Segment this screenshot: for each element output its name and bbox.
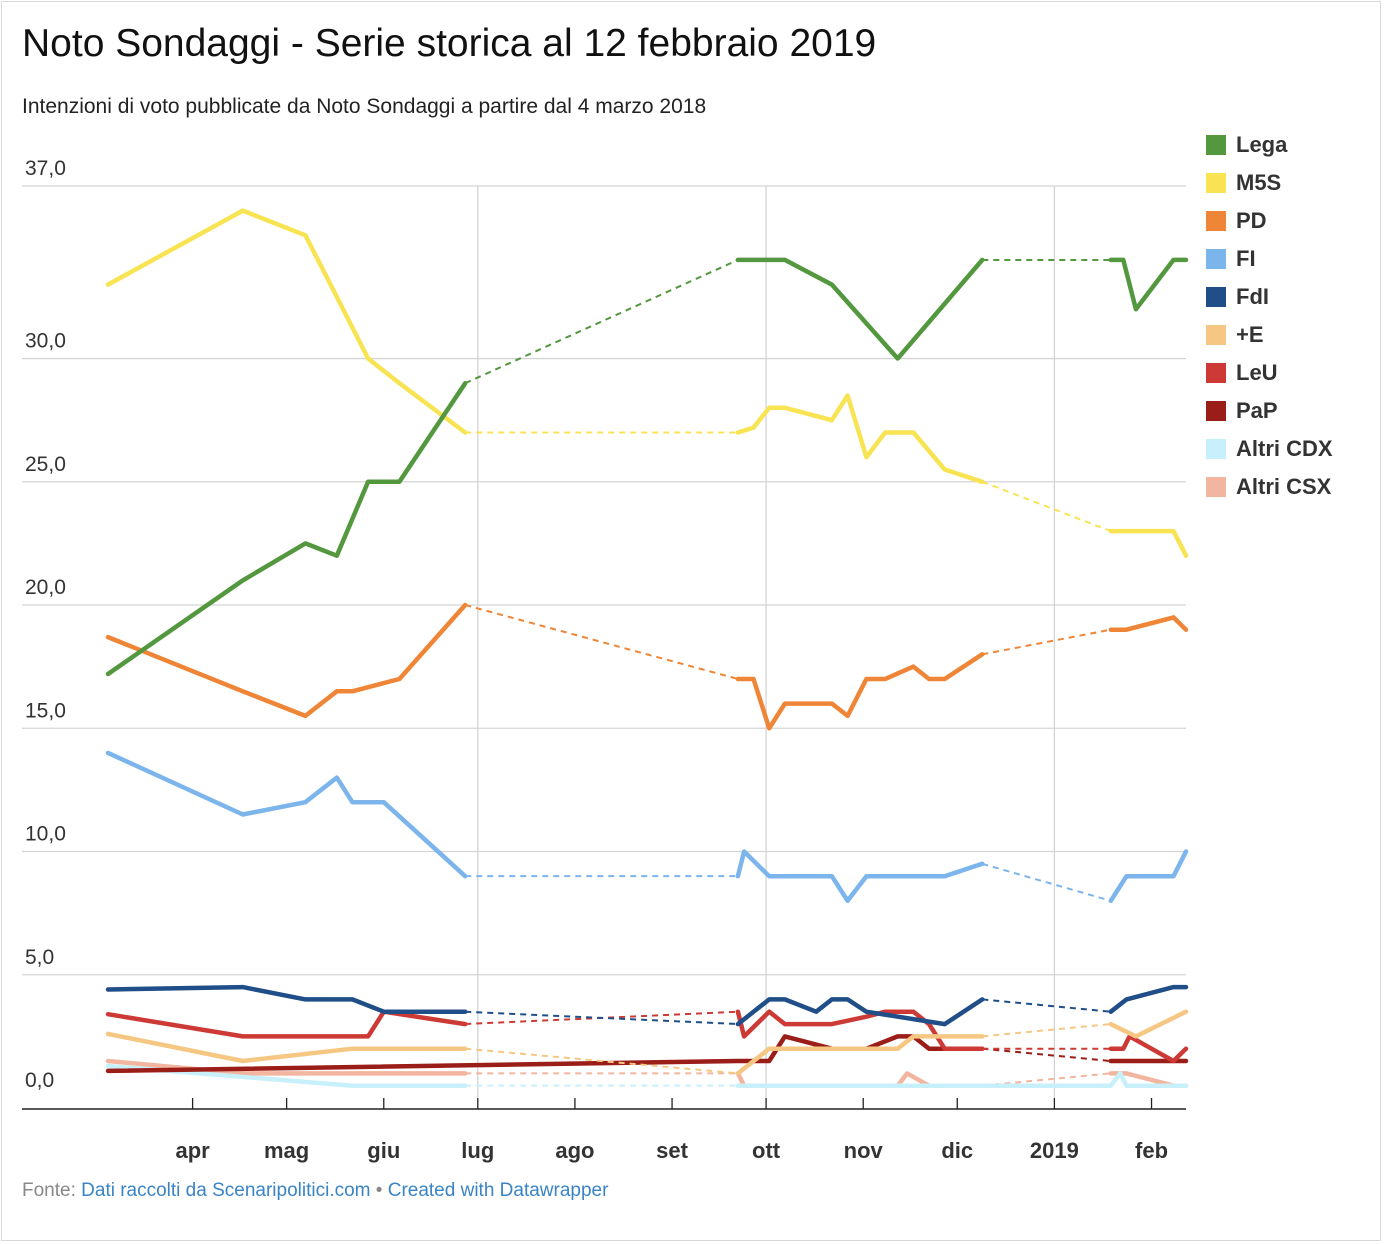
legend-label: Altri CSX xyxy=(1236,474,1332,499)
series-line--e xyxy=(1108,1009,1189,1039)
legend: Lega M5S PD FI FdI +E LeU PaP Altri CDX Altri CSX xyxy=(1206,126,1333,506)
series-line-pd xyxy=(105,602,468,719)
series-line-pd xyxy=(1108,615,1189,632)
series-gap-lega xyxy=(464,259,739,385)
series-line--e xyxy=(735,1034,985,1076)
legend-item: Altri CDX xyxy=(1206,430,1333,468)
legend-item: FI xyxy=(1206,240,1333,278)
x-tick-label: feb xyxy=(1135,1138,1168,1163)
legend-label: FdI xyxy=(1236,284,1269,309)
series-line-fi xyxy=(1108,849,1189,904)
legend-item: Altri CSX xyxy=(1206,468,1333,506)
x-tick-label: ott xyxy=(752,1138,781,1163)
legend-label: PaP xyxy=(1236,398,1278,423)
legend-label: FI xyxy=(1236,246,1256,271)
series-line-m5s xyxy=(1108,528,1189,558)
x-tick-label: ago xyxy=(555,1138,594,1163)
x-tick-label: nov xyxy=(844,1138,884,1163)
y-tick-label: 15,0 xyxy=(25,699,66,722)
series-line-pd xyxy=(735,652,985,731)
y-tick-label: 30,0 xyxy=(25,330,66,353)
series-line-leu xyxy=(105,1009,468,1039)
series-line-altri-cdx xyxy=(105,1063,468,1088)
series-line-fdi xyxy=(735,997,985,1027)
legend-swatch xyxy=(1206,363,1226,383)
series-line-fdi xyxy=(1108,984,1189,1014)
x-tick-label: lug xyxy=(461,1138,494,1163)
legend-label: Altri CDX xyxy=(1236,436,1333,461)
chart-footer: Fonte: Dati raccolti da Scenaripolitici.… xyxy=(22,1180,608,1202)
legend-item: M5S xyxy=(1206,164,1333,202)
x-tick-label: dic xyxy=(941,1138,973,1163)
legend-item: LeU xyxy=(1206,354,1333,392)
series-gap-fdi xyxy=(982,998,1111,1013)
legend-swatch xyxy=(1206,439,1226,459)
x-tick-label: giu xyxy=(367,1138,400,1163)
chart-subtitle: Intenzioni di voto pubblicate da Noto So… xyxy=(22,95,707,118)
series-gap--e xyxy=(465,1047,738,1075)
legend-label: PD xyxy=(1236,208,1267,233)
y-tick-label: 25,0 xyxy=(25,453,66,476)
legend-swatch xyxy=(1206,249,1226,269)
legend-label: +E xyxy=(1236,322,1264,347)
series-gap-fdi xyxy=(465,1010,738,1026)
series-gap-pd xyxy=(982,628,1111,656)
series-gap-pd xyxy=(464,604,739,680)
series-gap-m5s xyxy=(981,480,1112,533)
legend-label: LeU xyxy=(1236,360,1278,385)
source-link[interactable]: Dati raccolti da Scenaripolitici.com xyxy=(81,1180,371,1201)
series-line--e xyxy=(105,1031,468,1064)
legend-label: Lega xyxy=(1236,132,1288,157)
legend-swatch xyxy=(1206,477,1226,497)
series-gap-pap xyxy=(982,1047,1111,1063)
datawrapper-link[interactable]: Created with Datawrapper xyxy=(387,1180,609,1201)
series-line-leu xyxy=(1108,1034,1189,1064)
x-tick-label: 2019 xyxy=(1030,1138,1079,1163)
series-line-m5s xyxy=(105,208,468,435)
y-tick-label: 20,0 xyxy=(25,576,66,599)
series-line-altri-csx xyxy=(105,1058,468,1076)
y-tick-label: 5,0 xyxy=(25,946,54,969)
legend-item: FdI xyxy=(1206,278,1333,316)
legend-item: PaP xyxy=(1206,392,1333,430)
legend-swatch xyxy=(1206,173,1226,193)
legend-swatch xyxy=(1206,287,1226,307)
y-tick-label: 10,0 xyxy=(25,823,66,846)
chart-title: Noto Sondaggi - Serie storica al 12 febb… xyxy=(22,22,877,65)
legend-swatch xyxy=(1206,325,1226,345)
series-line-lega xyxy=(105,380,468,677)
series-line-lega xyxy=(1108,257,1189,312)
x-tick-label: set xyxy=(656,1138,688,1163)
series-line-fdi xyxy=(105,984,468,1014)
legend-item: Lega xyxy=(1206,126,1333,164)
series-line-fi xyxy=(105,750,468,879)
footer-separator: • xyxy=(370,1180,388,1201)
legend-swatch xyxy=(1206,211,1226,231)
y-tick-label: 0,0 xyxy=(25,1069,54,1092)
series-line-pap xyxy=(105,1034,985,1074)
series-gap--e xyxy=(982,1023,1111,1038)
series-line-altri-cdx xyxy=(735,1071,1189,1088)
series-line-leu xyxy=(735,1009,985,1051)
x-tick-label: apr xyxy=(175,1138,210,1163)
legend-item: PD xyxy=(1206,202,1333,240)
legend-swatch xyxy=(1206,135,1226,155)
series-line-m5s xyxy=(735,393,985,485)
series-line-lega xyxy=(735,257,985,361)
legend-swatch xyxy=(1206,401,1226,421)
footer-prefix: Fonte: xyxy=(22,1180,82,1201)
series-gap-fi xyxy=(982,862,1112,902)
series-line-fi xyxy=(735,849,985,904)
legend-label: M5S xyxy=(1236,170,1282,195)
x-tick-label: mag xyxy=(264,1138,309,1163)
legend-item: +E xyxy=(1206,316,1333,354)
y-tick-label: 37,0 xyxy=(25,157,66,180)
